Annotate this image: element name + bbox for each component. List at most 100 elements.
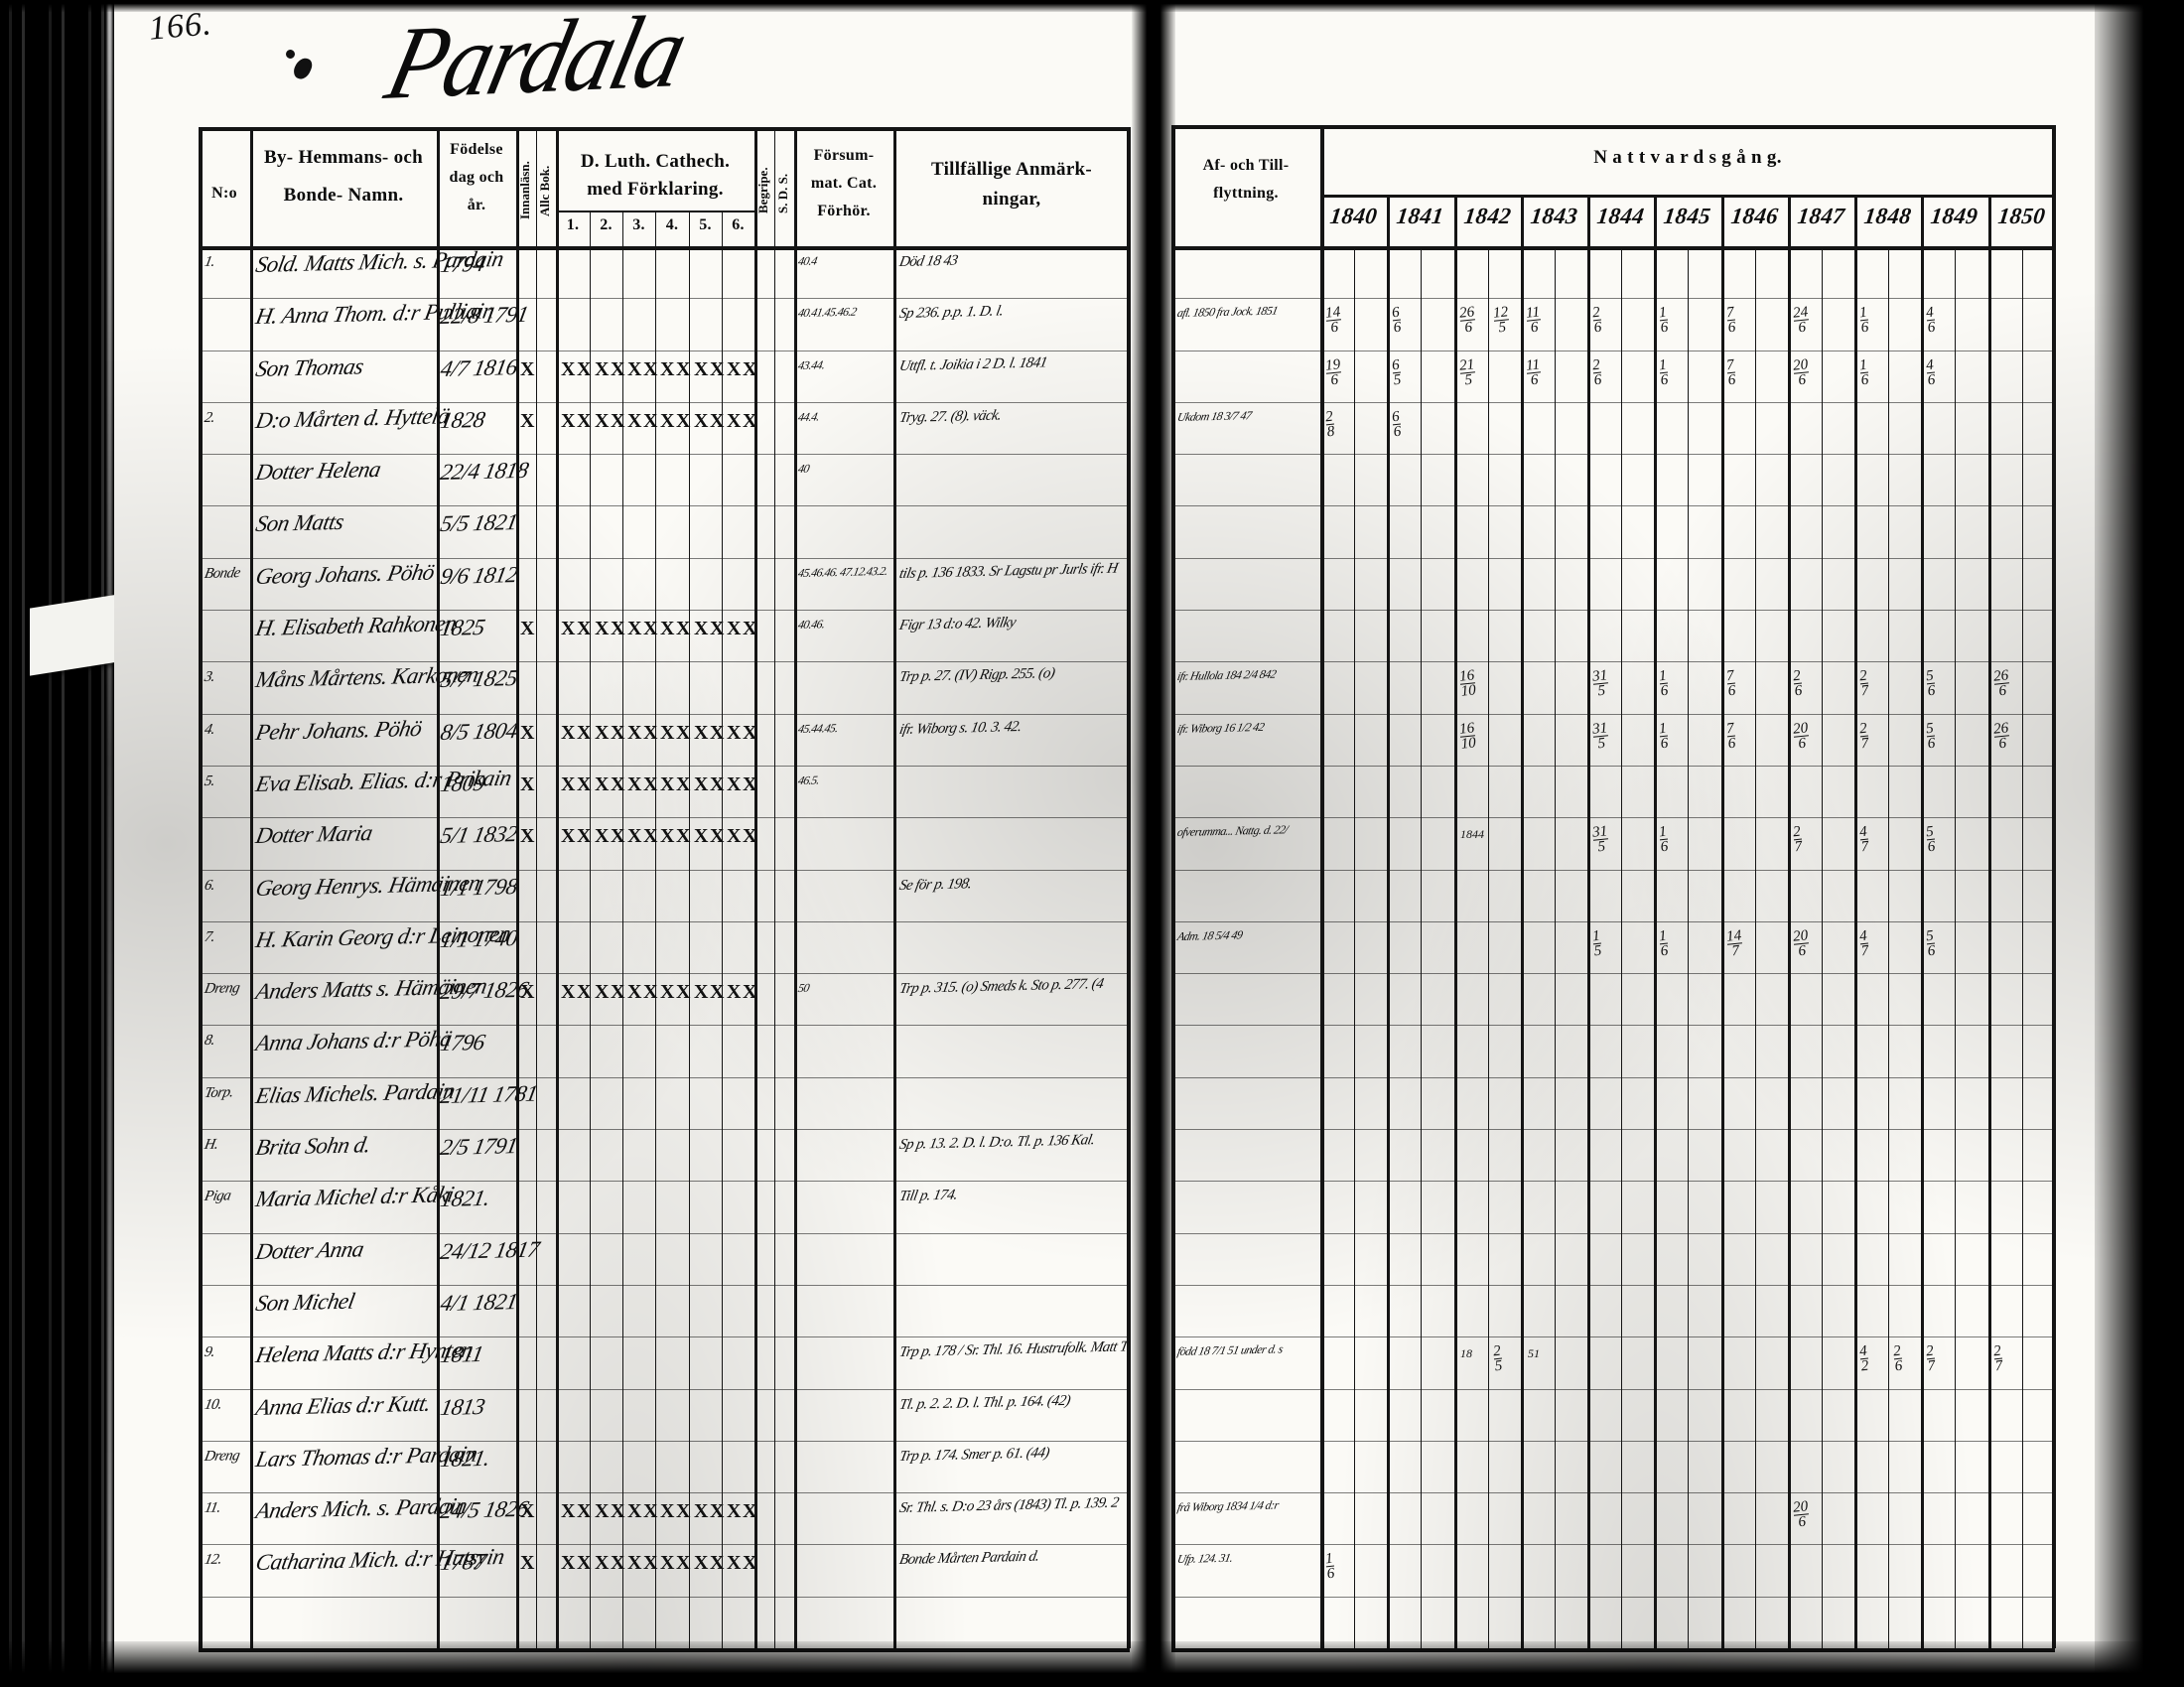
table-gridline-vertical xyxy=(794,127,797,1648)
catechism-x-mark: X xyxy=(611,981,625,1003)
table-gridline-vertical xyxy=(536,127,537,1648)
table-gridline-vertical xyxy=(1888,246,1889,1648)
communion-date-mark: 11 6 xyxy=(1525,356,1543,389)
table-gridline-horizontal xyxy=(1171,1441,2055,1442)
communion-date-mark: 24 6 xyxy=(1792,304,1811,337)
entry-birthdate: 1787 xyxy=(438,1548,487,1575)
top-edge-shadow xyxy=(0,0,2184,12)
entry-name: Pehr Johans. Pöhö xyxy=(253,715,424,745)
column-header-sds: S. D. S. xyxy=(775,173,790,214)
table-gridline-horizontal xyxy=(199,870,1130,871)
table-gridline-horizontal xyxy=(199,661,1130,662)
communion-date-mark: 16 10 xyxy=(1458,667,1477,700)
year-header-1840: 1840 xyxy=(1328,204,1379,228)
entry-birthdate: 1811 xyxy=(438,1340,485,1367)
communion-date-mark: 20 6 xyxy=(1792,927,1811,960)
entry-remark: Död 18 43 xyxy=(897,252,959,270)
catechism-x-mark: X xyxy=(694,618,709,639)
table-gridline-horizontal xyxy=(1171,766,2055,767)
catechism-x-mark: X xyxy=(643,722,658,744)
entry-number: Dreng xyxy=(203,1448,241,1465)
catechism-x-mark: X xyxy=(611,1552,625,1574)
catechism-x-mark: X xyxy=(727,618,742,639)
catechism-x-mark: X xyxy=(676,358,691,380)
column-header-forsummat: Försum- xyxy=(813,147,875,164)
catechism-x-mark: X xyxy=(627,825,642,847)
entry-absence-note: 44.4. xyxy=(796,409,821,424)
catechism-x-mark: X xyxy=(520,618,535,639)
entry-remark: Tryg. 27. (8). väck. xyxy=(897,407,1003,426)
entry-birthdate: 1821. xyxy=(438,1185,492,1211)
communion-date-mark: 12 5 xyxy=(1492,304,1511,337)
entry-birthdate: 21/11 1781 xyxy=(438,1080,540,1108)
table-gridline-horizontal xyxy=(199,454,1130,455)
year-header-1849: 1849 xyxy=(1929,204,1979,228)
catechism-x-mark: X xyxy=(710,618,725,639)
column-header-no: N:o xyxy=(211,185,237,202)
flyttning-note: Ukdom 18 3/7 47 xyxy=(1175,408,1253,424)
catechism-x-mark: X xyxy=(561,1500,576,1522)
year-header-1843: 1843 xyxy=(1529,204,1579,228)
catechism-x-mark: X xyxy=(643,410,658,432)
catechism-x-mark: X xyxy=(676,1500,691,1522)
catechism-x-mark: X xyxy=(595,410,610,432)
entry-birthdate: 1828 xyxy=(438,406,487,433)
communion-date-mark: 26 6 xyxy=(1992,720,2011,753)
catechism-x-mark: X xyxy=(611,618,625,639)
table-gridline-horizontal xyxy=(1171,1597,2055,1598)
catechism-x-mark: X xyxy=(561,773,576,795)
entry-number: Dreng xyxy=(203,980,241,997)
table-gridline-horizontal xyxy=(1171,505,2055,506)
catechism-x-mark: X xyxy=(643,618,658,639)
flyttning-note: ifr. Hullola 184 2/4 842 xyxy=(1175,666,1278,683)
catechism-x-mark: X xyxy=(595,618,610,639)
table-gridline-vertical xyxy=(1320,125,1324,1648)
entry-birthdate: 1813 xyxy=(438,1393,487,1420)
table-gridline-horizontal xyxy=(199,1077,1130,1078)
table-gridline-horizontal xyxy=(199,766,1130,767)
catechism-x-mark: X xyxy=(710,1500,725,1522)
table-gridline-horizontal xyxy=(199,1441,1130,1442)
column-header-forsummat-3: Förhör. xyxy=(817,203,871,219)
table-gridline-horizontal xyxy=(1171,1025,2055,1026)
table-gridline-horizontal xyxy=(199,127,1130,131)
communion-date-mark: 31 5 xyxy=(1591,823,1610,856)
entry-birthdate: 9/6 1812 xyxy=(438,562,520,589)
catechism-x-mark: X xyxy=(577,981,592,1003)
catechism-x-mark: X xyxy=(660,618,675,639)
table-gridline-horizontal xyxy=(1171,1233,2055,1234)
entry-name: H. Elisabeth Rahkonen xyxy=(253,611,459,640)
table-gridline-horizontal xyxy=(1320,195,2055,198)
catechism-x-mark: X xyxy=(643,1500,658,1522)
catechism-x-mark: X xyxy=(676,410,691,432)
entry-number: Bonde xyxy=(203,565,242,582)
catechism-x-mark: X xyxy=(595,358,610,380)
communion-note: 18 xyxy=(1460,1346,1472,1360)
table-gridline-horizontal xyxy=(1171,454,2055,455)
catechism-x-mark: X xyxy=(643,825,658,847)
year-header-1845: 1845 xyxy=(1662,204,1712,228)
table-gridline-vertical xyxy=(437,127,440,1648)
entry-number: Piga xyxy=(203,1188,232,1204)
catechism-x-mark: X xyxy=(694,410,709,432)
catechism-x-mark: X xyxy=(727,825,742,847)
column-header-allc-bok: Allc Bok. xyxy=(537,165,552,216)
right-edge-shadow xyxy=(2095,0,2184,1687)
catechism-x-mark: X xyxy=(627,618,642,639)
table-gridline-vertical xyxy=(2052,125,2056,1648)
catechism-x-mark: X xyxy=(660,722,675,744)
entry-name: Elias Michels. Pardain xyxy=(253,1078,458,1108)
table-gridline-horizontal xyxy=(1171,558,2055,559)
catechism-x-mark: X xyxy=(743,722,757,744)
entry-birthdate: 1821. xyxy=(438,1445,492,1472)
catechism-x-mark: X xyxy=(611,722,625,744)
catechism-x-mark: X xyxy=(743,618,757,639)
flyttning-note: ofverumma... Nattg. d. 22/ xyxy=(1175,822,1290,839)
table-gridline-vertical xyxy=(722,211,723,1648)
catechism-x-mark: X xyxy=(561,722,576,744)
table-gridline-vertical xyxy=(590,211,591,1648)
table-gridline-horizontal xyxy=(199,298,1130,299)
column-header-catechism-2: med Förklaring. xyxy=(587,179,724,200)
catechism-x-mark: X xyxy=(595,1552,610,1574)
